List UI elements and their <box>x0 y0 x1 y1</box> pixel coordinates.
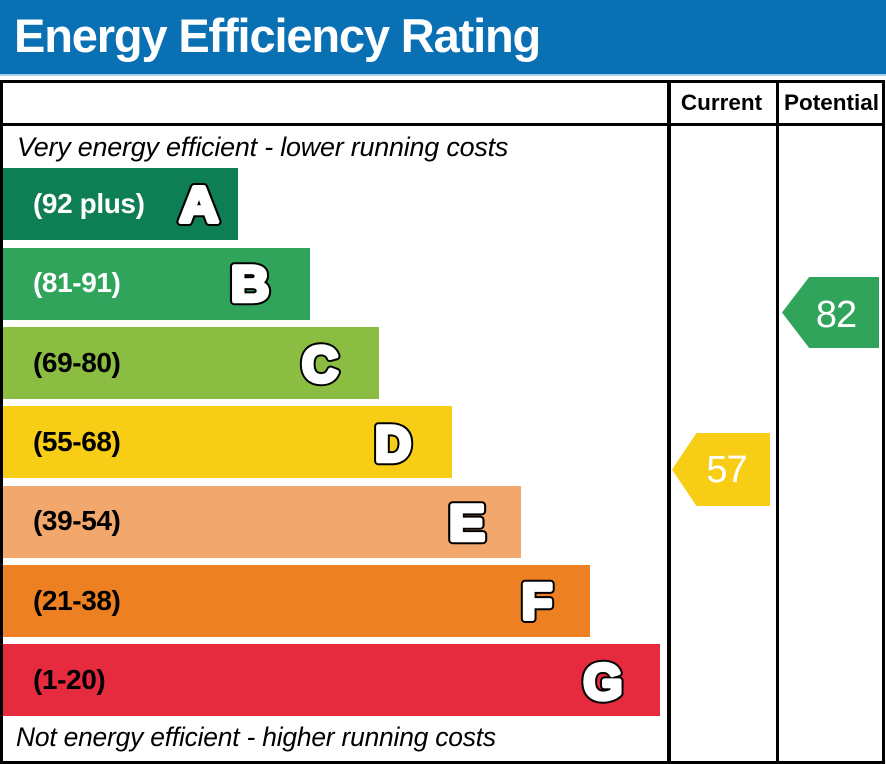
svg-text:F: F <box>522 574 553 630</box>
svg-text:D: D <box>375 416 411 472</box>
svg-text:G: G <box>584 654 623 710</box>
svg-text:G: G <box>584 654 623 710</box>
svg-text:D: D <box>375 416 411 472</box>
svg-text:E: E <box>449 495 485 551</box>
svg-text:B: B <box>231 256 269 312</box>
svg-text:F: F <box>522 574 553 630</box>
svg-text:C: C <box>302 337 338 393</box>
svg-text:A: A <box>180 178 219 234</box>
svg-text:B: B <box>231 256 269 312</box>
svg-text:E: E <box>449 495 485 551</box>
svg-text:A: A <box>180 178 219 234</box>
svg-text:C: C <box>302 337 338 393</box>
